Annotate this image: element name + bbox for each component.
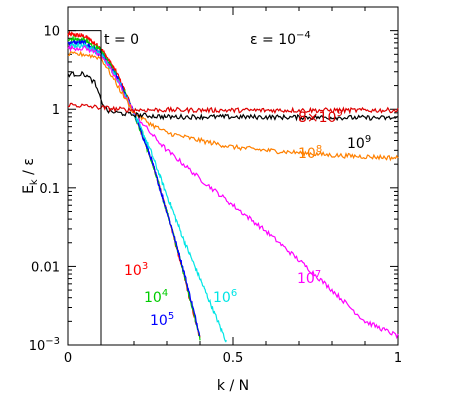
epsilon-annotation: ε = 10−4 bbox=[250, 30, 311, 48]
x-tick-label: 0 bbox=[64, 351, 72, 366]
series-label: 105 bbox=[150, 311, 174, 329]
x-axis-label: k / N bbox=[217, 378, 249, 394]
series-line bbox=[67, 70, 399, 122]
series-label: 103 bbox=[124, 261, 148, 279]
series-line bbox=[67, 30, 201, 338]
series-line bbox=[67, 50, 399, 162]
series-line bbox=[67, 38, 201, 337]
series-label: 8×109 bbox=[298, 108, 343, 126]
series-label: 107 bbox=[297, 269, 321, 287]
initial-box-line bbox=[68, 30, 102, 345]
series-label: 104 bbox=[144, 288, 168, 306]
series-lines bbox=[67, 30, 399, 343]
x-tick-label: 0.5 bbox=[223, 351, 244, 366]
y-axis-label: Ek / ε bbox=[21, 158, 40, 194]
time-annotation: t = 0 bbox=[104, 32, 139, 48]
series-line bbox=[67, 102, 399, 115]
y-tick-label: 10 bbox=[43, 25, 60, 40]
series-label: 106 bbox=[213, 288, 237, 306]
series-label: 108 bbox=[298, 144, 322, 162]
y-tick-label: 10−3 bbox=[29, 336, 60, 354]
initial-condition-box bbox=[68, 30, 102, 345]
y-tick-label: 0.1 bbox=[39, 182, 60, 197]
axis-tick-labels: 0 0.5 1 10 1 0.1 0.01 10−3 bbox=[29, 25, 402, 366]
y-tick-label: 1 bbox=[52, 103, 60, 118]
series-line bbox=[67, 34, 201, 341]
series-label: 109 bbox=[347, 134, 371, 152]
x-tick-label: 1 bbox=[394, 351, 402, 366]
y-tick-label: 0.01 bbox=[31, 260, 60, 275]
